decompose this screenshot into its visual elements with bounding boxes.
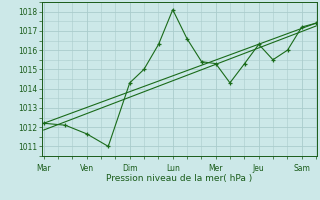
X-axis label: Pression niveau de la mer( hPa ): Pression niveau de la mer( hPa ) <box>106 174 252 183</box>
